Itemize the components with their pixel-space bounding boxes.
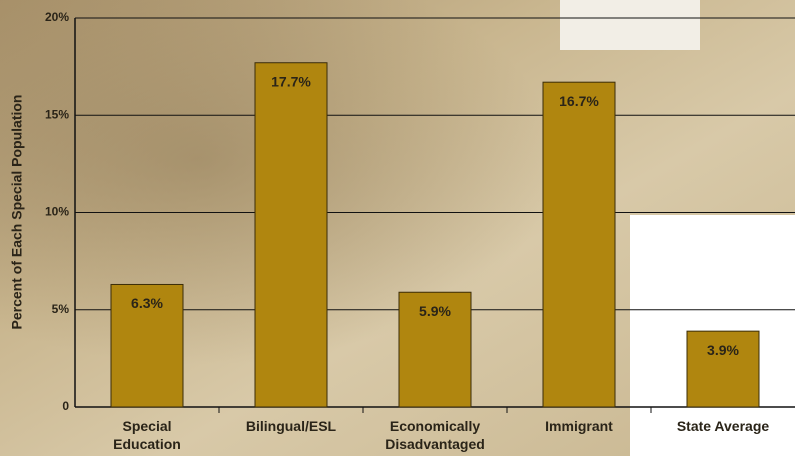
bar — [686, 330, 760, 408]
x-tick-label: State Average — [677, 418, 770, 434]
x-tick-label: Bilingual/ESL — [246, 418, 337, 434]
value-label: 16.7% — [559, 93, 599, 109]
y-tick-label: 0 — [62, 399, 69, 413]
y-tick-label: 10% — [45, 205, 69, 219]
value-label: 5.9% — [419, 303, 451, 319]
y-tick-label: 15% — [45, 107, 69, 121]
x-tick-label: Economically Disadvantaged — [385, 418, 485, 452]
value-label: 17.7% — [271, 73, 311, 89]
x-tick-label: Special Education — [113, 418, 181, 452]
bar — [254, 62, 328, 408]
background-light — [560, 0, 700, 50]
y-axis-label: Percent of Each Special Population — [9, 95, 25, 330]
value-label: 6.3% — [131, 295, 163, 311]
bar — [110, 283, 184, 408]
y-tick-label: 5% — [52, 302, 70, 316]
value-label: 3.9% — [707, 342, 739, 358]
bar — [542, 81, 616, 408]
x-tick-label: Immigrant — [545, 418, 613, 434]
y-tick-label: 20% — [45, 10, 69, 24]
bar — [398, 291, 472, 408]
